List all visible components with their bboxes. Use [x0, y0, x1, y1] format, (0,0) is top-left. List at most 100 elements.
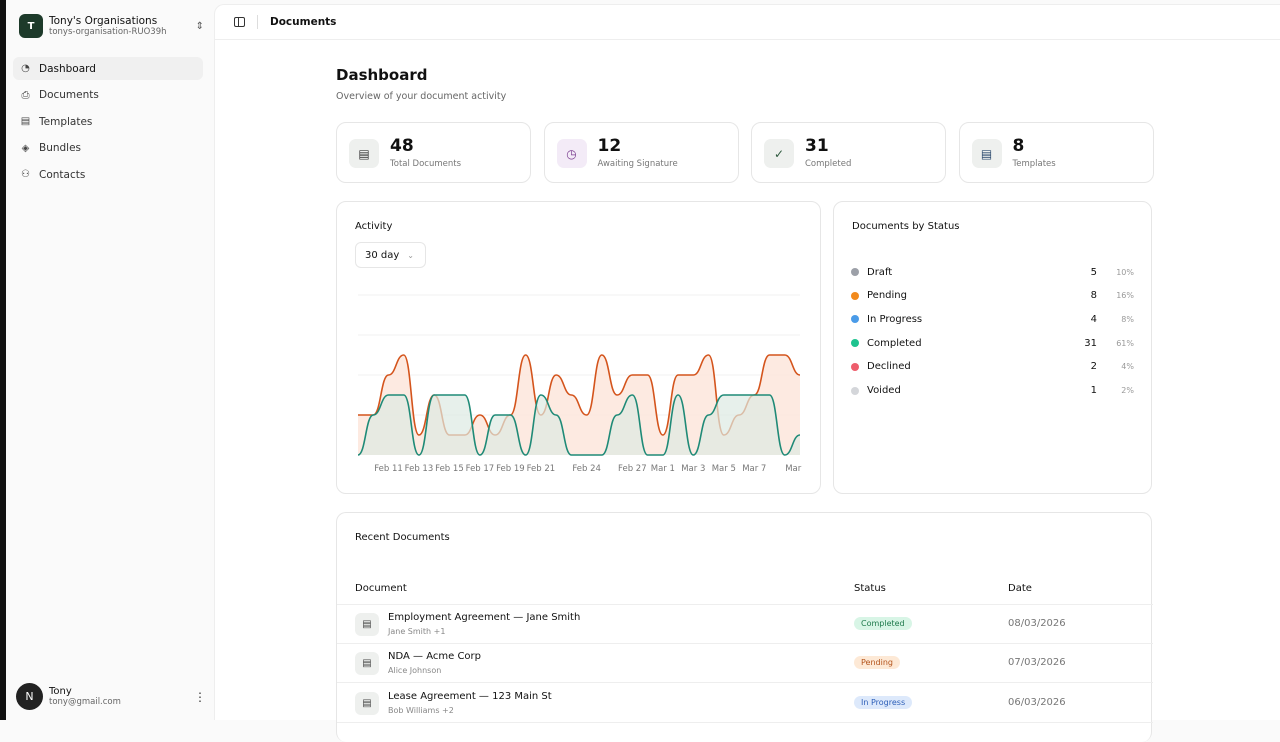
stat-label: Templates [1012, 159, 1056, 169]
status-dot [851, 315, 859, 324]
page-title: Dashboard [336, 66, 428, 84]
layers-icon: ◈ [21, 142, 30, 154]
topbar: Documents [215, 5, 1280, 40]
status-row: Pending 8 16% [851, 288, 1134, 304]
status-count: 1 [1090, 385, 1097, 396]
status-count: 4 [1090, 313, 1097, 325]
table-row[interactable]: ▤ Lease Agreement — 123 Main St Bob Willia… [337, 684, 1153, 723]
stat-label: Awaiting Signature [597, 159, 678, 169]
org-switcher[interactable]: T Tony's Organisations tonys-organisation… [19, 14, 204, 38]
x-tick-label: Feb 15 [435, 464, 464, 474]
sidebar-toggle-icon[interactable] [234, 17, 245, 27]
check-circle-icon: ✓ [764, 139, 794, 168]
status-percent: 16% [1116, 291, 1134, 301]
document-title[interactable]: Lease Agreement — 123 Main St [388, 690, 552, 702]
col-document: Document [355, 583, 407, 594]
status-count: 31 [1084, 337, 1097, 349]
x-tick-label: Mar 1 [651, 464, 675, 474]
divider [257, 15, 258, 29]
user-email: tony@gmail.com [49, 697, 121, 707]
user-name: Tony [49, 686, 72, 697]
x-tick-label: Feb 19 [496, 464, 525, 474]
activity-title: Activity [355, 221, 393, 232]
document-recipients: Alice Johnson [388, 666, 442, 676]
file-icon: ▤ [349, 139, 379, 168]
clock-icon: ◷ [556, 139, 587, 168]
stat-card: ✓ 31 Completed [751, 122, 946, 183]
sidebar: T Tony's Organisations tonys-organisation… [6, 0, 214, 720]
document-date: 06/03/2026 [1008, 696, 1066, 708]
more-vertical-icon[interactable]: ⋮ [194, 689, 206, 704]
stat-card: ▤ 8 Templates [958, 122, 1154, 183]
org-slug: tonys-organisation-RUO39h [49, 27, 167, 37]
status-count: 8 [1090, 290, 1097, 302]
x-tick-label: Feb 17 [466, 464, 495, 474]
range-select[interactable]: 30 day ⌄ [355, 242, 426, 268]
x-tick-label: Mar 7 [742, 464, 766, 474]
status-badge: Completed [854, 617, 912, 630]
status-label: Draft [867, 266, 893, 278]
recent-documents-card: Recent Documents Document Status Date ▤ E… [336, 512, 1153, 742]
activity-chart: Feb 11 Feb 13 Feb 15 Feb 17 Feb 19 Feb 21 Feb … [357, 294, 803, 474]
col-status: Status [854, 583, 886, 594]
sidebar-item-contacts[interactable]: ⚇ Contacts [13, 163, 203, 186]
status-label: Completed [867, 337, 922, 349]
gauge-icon: ◔ [21, 63, 30, 74]
status-dot [851, 386, 859, 395]
page-subtitle: Overview of your document activity [336, 91, 507, 102]
status-count: 5 [1090, 266, 1097, 278]
status-dot [851, 268, 859, 276]
x-tick-label: Feb 11 [374, 464, 403, 474]
sidebar-item-label: Templates [39, 115, 93, 128]
window-edge [0, 0, 6, 720]
table-row[interactable]: ▤ NDA — Acme Corp Alice Johnson Pending 07/0… [337, 644, 1153, 684]
file-user-icon: ⎙ [21, 89, 30, 101]
status-label: In Progress [867, 313, 923, 325]
x-tick-label: Mar 10 [785, 464, 803, 474]
x-tick-label: Feb 27 [618, 464, 647, 474]
status-row: Completed 31 61% [851, 335, 1134, 351]
x-tick-label: Feb 24 [572, 464, 601, 474]
document-title[interactable]: NDA — Acme Corp [388, 651, 481, 663]
sidebar-item-bundles[interactable]: ◈ Bundles [13, 137, 203, 160]
status-badge: In Progress [854, 695, 913, 709]
sidebar-item-dashboard[interactable]: ◔ Dashboard [13, 57, 203, 80]
stat-card: ▤ 48 Total Documents [336, 122, 531, 183]
status-badge: Pending [854, 656, 900, 670]
status-dot [851, 362, 859, 371]
status-title: Documents by Status [852, 221, 960, 232]
status-percent: 2% [1121, 386, 1134, 395]
template-icon: ▤ [971, 139, 1002, 168]
stat-card: ◷ 12 Awaiting Signature [543, 122, 739, 183]
breadcrumb: Documents [270, 16, 337, 28]
status-card: Documents by Status Draft 5 10% Pending 8 16%… [833, 201, 1152, 494]
sidebar-item-label: Bundles [39, 142, 82, 155]
series-area-completed [358, 395, 800, 455]
template-icon: ▤ [20, 116, 31, 128]
status-row: Voided 1 2% [851, 383, 1134, 399]
main-panel: Documents Dashboard Overview of your doc… [214, 4, 1280, 742]
sidebar-item-templates[interactable]: ▤ Templates [13, 110, 203, 133]
stat-value: 12 [597, 136, 622, 156]
stat-value: 31 [805, 136, 829, 156]
x-tick-label: Mar 5 [712, 464, 736, 474]
sidebar-item-label: Contacts [39, 168, 86, 181]
document-title[interactable]: Employment Agreement — Jane Smith [388, 612, 581, 623]
range-value: 30 day [365, 249, 400, 261]
status-row: In Progress 4 8% [851, 311, 1134, 327]
x-tick-label: Feb 21 [527, 464, 556, 474]
sidebar-nav: ◔ Dashboard ⎙ Documents ▤ Templates ◈ Bundles ⚇ C… [13, 57, 203, 190]
sidebar-item-documents[interactable]: ⎙ Documents [13, 84, 203, 107]
document-date: 08/03/2026 [1008, 618, 1066, 629]
stat-label: Completed [805, 159, 852, 169]
table-header: Document Status Date [337, 583, 1153, 605]
table-row[interactable]: ▤ Employment Agreement — Jane Smith Jane S… [337, 605, 1153, 644]
chevron-down-icon: ⌄ [407, 250, 414, 260]
status-percent: 10% [1116, 267, 1134, 277]
status-label: Pending [867, 290, 907, 302]
stat-label: Total Documents [390, 159, 462, 169]
chevrons-up-down-icon: ⇕ [195, 20, 204, 32]
user-menu[interactable]: N Tony tony@gmail.com ⋮ [16, 683, 206, 710]
status-percent: 4% [1121, 362, 1134, 372]
x-tick-label: Mar 3 [681, 464, 705, 474]
